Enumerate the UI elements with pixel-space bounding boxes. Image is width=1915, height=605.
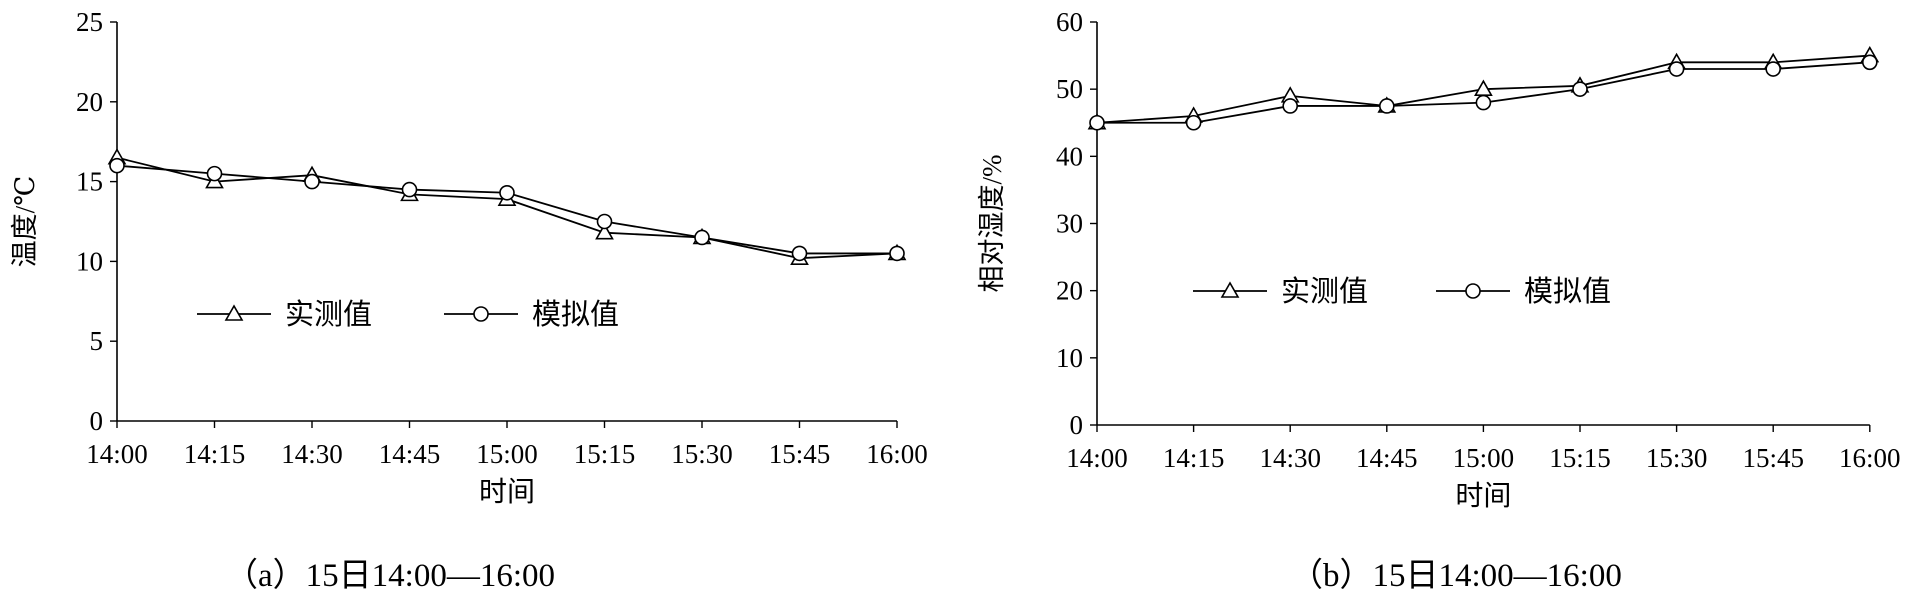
y-tick-label: 15: [76, 167, 103, 197]
legend-label: 模拟值: [532, 298, 619, 331]
y-axis-title: 温度/℃: [10, 176, 40, 268]
point-simulated: [791, 245, 808, 262]
humidity-chart-panel: 0 10 20 30 40 50 60 14:00 14:15 14:30 14:45 15:00 15…: [965, 0, 1915, 605]
point-simulated: [694, 229, 710, 246]
y-tick-label: 5: [90, 326, 104, 356]
y-tick-label: 20: [1056, 276, 1083, 306]
caption-b: （b）15日14:00—16:00: [1290, 558, 1622, 594]
y-tick-label: 10: [1056, 343, 1083, 373]
y-tick-label: 60: [1056, 7, 1083, 37]
x-tick-label: 14:30: [281, 439, 343, 469]
point-simulated: [1378, 98, 1395, 114]
x-tick-label: 15:00: [1453, 443, 1515, 473]
y-tick-label: 30: [1056, 209, 1083, 239]
point-simulated: [1861, 54, 1878, 71]
legend-label: 实测值: [1281, 275, 1368, 308]
point-simulated: [889, 245, 905, 262]
legend-marker: [1220, 281, 1240, 298]
x-tick-label: 14:15: [184, 439, 246, 469]
y-tick-label: 0: [1070, 410, 1084, 440]
series-line: [116, 156, 898, 260]
humidity-chart: 0 10 20 30 40 50 60 14:00 14:15 14:30 14:45 15:00 15…: [977, 7, 1901, 512]
point-simulated: [1668, 61, 1685, 77]
point-simulated: [1475, 94, 1492, 111]
x-tick-label: 14:45: [1356, 443, 1418, 473]
legend-marker: [473, 306, 489, 322]
caption-a: （a）15日14:00—16:00: [225, 558, 555, 594]
x-tick-label: 16:00: [866, 439, 928, 469]
point-simulated: [304, 173, 320, 190]
point-simulated: [109, 157, 125, 174]
legend-label: 模拟值: [1524, 275, 1611, 308]
y-tick-label: 20: [76, 87, 103, 117]
y-tick-label: 10: [76, 246, 103, 276]
legend-marker: [1465, 283, 1481, 299]
x-axis-title: 时间: [479, 476, 535, 508]
point-simulated: [499, 184, 515, 201]
point-simulated: [1185, 114, 1202, 131]
x-axis-title: 时间: [1455, 480, 1511, 512]
point-simulated: [1089, 114, 1105, 131]
temperature-chart-panel: 0 5 10 15 20 25 14:00 14:15 14:30 14:45 15:00 15:15…: [0, 0, 940, 605]
point-simulated: [1572, 81, 1588, 97]
x-tick-label: 14:00: [86, 439, 148, 469]
x-tick-label: 16:00: [1839, 443, 1901, 473]
x-tick-label: 15:15: [1549, 443, 1611, 473]
series-line: [116, 164, 897, 255]
point-simulated: [1765, 61, 1782, 77]
y-axis-title: 相对湿度/%: [977, 155, 1007, 293]
x-tick-label: 15:45: [769, 439, 831, 469]
y-tick-label: 0: [90, 406, 104, 436]
y-tick-label: 40: [1056, 141, 1083, 171]
legend-marker: [224, 304, 244, 321]
y-tick-label: 25: [76, 7, 103, 37]
x-tick-label: 15:30: [1646, 443, 1708, 473]
y-tick-label: 50: [1056, 74, 1083, 104]
point-measured: [595, 223, 614, 240]
point-simulated: [1282, 98, 1299, 114]
x-tick-label: 14:15: [1163, 443, 1225, 473]
x-tick-label: 14:30: [1259, 443, 1321, 473]
point-simulated: [206, 165, 223, 182]
x-tick-label: 15:00: [476, 439, 538, 469]
point-simulated: [596, 213, 613, 230]
x-tick-label: 15:30: [671, 439, 733, 469]
point-simulated: [401, 181, 418, 198]
x-tick-label: 15:45: [1742, 443, 1804, 473]
x-tick-label: 15:15: [574, 439, 636, 469]
temperature-chart: 0 5 10 15 20 25 14:00 14:15 14:30 14:45 15:00 15:15…: [10, 7, 928, 508]
x-tick-label: 14:00: [1066, 443, 1128, 473]
x-tick-label: 14:45: [379, 439, 441, 469]
legend-label: 实测值: [285, 298, 372, 331]
